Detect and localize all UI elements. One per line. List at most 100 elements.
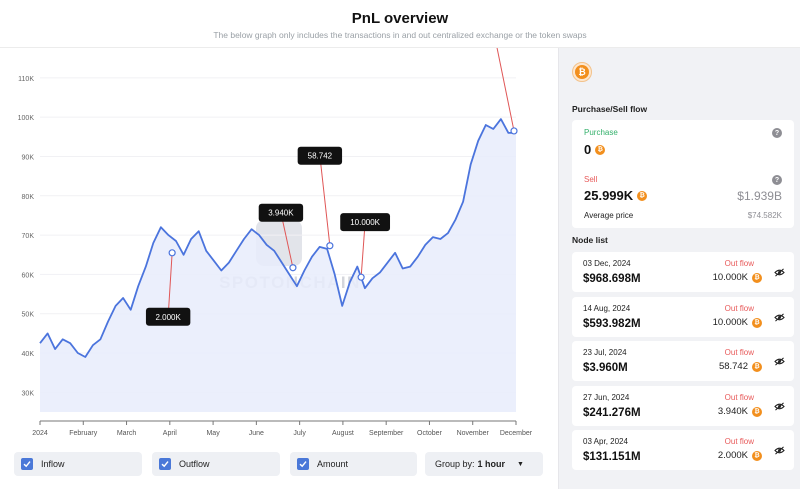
node-amount-row: 10.000K ₿	[713, 317, 762, 328]
page-title: PnL overview	[351, 10, 449, 27]
node-amount: 58.742	[718, 361, 748, 372]
sell-label: Sell	[584, 175, 598, 184]
inflow-toggle[interactable]: Inflow	[14, 452, 142, 476]
chevron-down-icon: ▼	[517, 460, 524, 468]
annotation-label: 3.940K	[268, 209, 294, 218]
node-value: $593.982M	[583, 318, 641, 330]
outflow-toggle[interactable]: Outflow	[152, 452, 280, 476]
chart-svg[interactable]: SPOTONCHAIN30K40K50K60K70K80K90K100K110K…	[0, 48, 558, 439]
x-tick-label: March	[117, 430, 137, 437]
y-tick-label: 60K	[22, 272, 35, 279]
inflow-checkbox[interactable]	[21, 458, 33, 470]
amount-label: Amount	[317, 459, 349, 469]
purchase-sell-title: Purchase/Sell flow	[572, 104, 648, 114]
node-flow: Out flow	[724, 437, 754, 446]
sell-amount-row: 25.999K ₿	[584, 188, 648, 203]
annotation-connector	[280, 212, 294, 268]
x-tick-label: 2024	[32, 430, 48, 437]
node-amount: 10.000K	[712, 317, 748, 328]
annotation-point	[289, 264, 297, 272]
area-fill	[40, 119, 516, 412]
node-value: $968.698M	[583, 273, 641, 285]
sidebar: ₿ Purchase/Sell flow Purchase ? 0 ₿ Sell…	[558, 48, 800, 489]
y-tick-label: 100K	[18, 115, 35, 122]
y-tick-label: 30K	[22, 390, 35, 397]
bitcoin-icon: ₿	[752, 361, 762, 372]
group-by-value: 1 hour	[477, 459, 506, 469]
bitcoin-icon: ₿	[752, 406, 762, 417]
x-tick-label: September	[369, 430, 404, 437]
node-amount: 10.000K	[712, 272, 748, 283]
node-item[interactable]: 03 Apr, 2024 $131.151M Out flow 2.000K ₿	[572, 430, 794, 470]
y-tick-label: 80K	[22, 194, 35, 201]
bitcoin-icon: ₿	[752, 317, 762, 328]
inflow-label: Inflow	[41, 459, 65, 469]
node-date: 14 Aug, 2024	[583, 304, 631, 313]
purchase-amount-row: 0 ₿	[584, 142, 606, 157]
node-value: $131.151M	[583, 451, 641, 463]
x-tick-label: December	[500, 430, 533, 437]
page-subtitle: The below graph only includes the transa…	[213, 30, 587, 40]
purchase-sell-card: Purchase ? 0 ₿ Sell ? 25.999K ₿ $1.939B …	[572, 120, 794, 228]
annotation-label: 10.000K	[350, 218, 380, 227]
chart-controls: Inflow Outflow Amount Group by: 1 hour ▼	[0, 452, 558, 480]
x-tick-label: June	[249, 430, 264, 437]
x-tick-label: April	[163, 430, 177, 437]
node-flow: Out flow	[724, 304, 754, 313]
y-tick-label: 110K	[18, 76, 34, 83]
pnl-chart[interactable]: SPOTONCHAIN30K40K50K60K70K80K90K100K110K…	[0, 48, 558, 439]
bitcoin-icon: ₿	[572, 62, 592, 82]
help-icon[interactable]: ?	[772, 128, 782, 138]
purchase-amount: 0	[584, 142, 592, 157]
node-amount-row: 3.940K ₿	[718, 406, 762, 417]
annotation-label: 58.742	[308, 152, 333, 161]
sell-usd-value: $1.939B	[737, 189, 782, 203]
node-amount-row: 10.000K ₿	[713, 272, 762, 283]
x-tick-label: November	[457, 430, 490, 437]
x-tick-label: August	[332, 430, 354, 437]
amount-checkbox[interactable]	[297, 458, 309, 470]
node-date: 23 Jul, 2024	[583, 348, 627, 357]
x-tick-label: May	[206, 430, 220, 437]
annotation-point	[326, 242, 334, 250]
hide-eye-icon[interactable]	[774, 313, 785, 322]
y-tick-label: 70K	[22, 233, 35, 240]
sell-amount: 25.999K	[584, 188, 634, 203]
hide-eye-icon[interactable]	[774, 268, 785, 277]
node-date: 27 Jun, 2024	[583, 393, 630, 402]
node-date: 03 Dec, 2024	[583, 259, 631, 268]
node-flow: Out flow	[724, 348, 754, 357]
annotation-point	[357, 273, 365, 281]
x-tick-label: February	[69, 430, 98, 437]
annotation-box	[340, 213, 391, 232]
annotation-connector	[496, 48, 515, 132]
purchase-label: Purchase	[584, 128, 618, 137]
node-item[interactable]: 03 Dec, 2024 $968.698M Out flow 10.000K ₿	[572, 252, 794, 292]
outflow-checkbox[interactable]	[159, 458, 171, 470]
price-line	[39, 118, 516, 358]
annotation-connector	[319, 155, 331, 246]
node-item[interactable]: 27 Jun, 2024 $241.276M Out flow 3.940K ₿	[572, 386, 794, 426]
amount-toggle[interactable]: Amount	[290, 452, 417, 476]
help-icon[interactable]: ?	[772, 175, 782, 185]
node-flow: Out flow	[724, 393, 754, 402]
hide-eye-icon[interactable]	[774, 357, 785, 366]
average-price-value: $74.582K	[747, 211, 782, 220]
node-amount: 2.000K	[717, 450, 748, 461]
annotation-box	[297, 146, 343, 165]
annotation-connector	[167, 252, 173, 317]
y-tick-label: 40K	[22, 351, 35, 358]
node-amount-row: 58.742 ₿	[719, 361, 762, 372]
y-tick-label: 50K	[22, 312, 35, 319]
hide-eye-icon[interactable]	[774, 402, 785, 411]
node-item[interactable]: 23 Jul, 2024 $3.960M Out flow 58.742 ₿	[572, 341, 794, 381]
hide-eye-icon[interactable]	[774, 446, 785, 455]
node-amount: 3.940K	[717, 406, 748, 417]
outflow-label: Outflow	[179, 459, 210, 469]
node-list-title: Node list	[572, 235, 608, 245]
node-value: $241.276M	[583, 407, 641, 419]
bitcoin-icon: ₿	[752, 450, 762, 461]
node-item[interactable]: 14 Aug, 2024 $593.982M Out flow 10.000K ₿	[572, 297, 794, 337]
annotation-point	[510, 127, 518, 135]
group-by-select[interactable]: Group by: 1 hour ▼	[425, 452, 543, 476]
